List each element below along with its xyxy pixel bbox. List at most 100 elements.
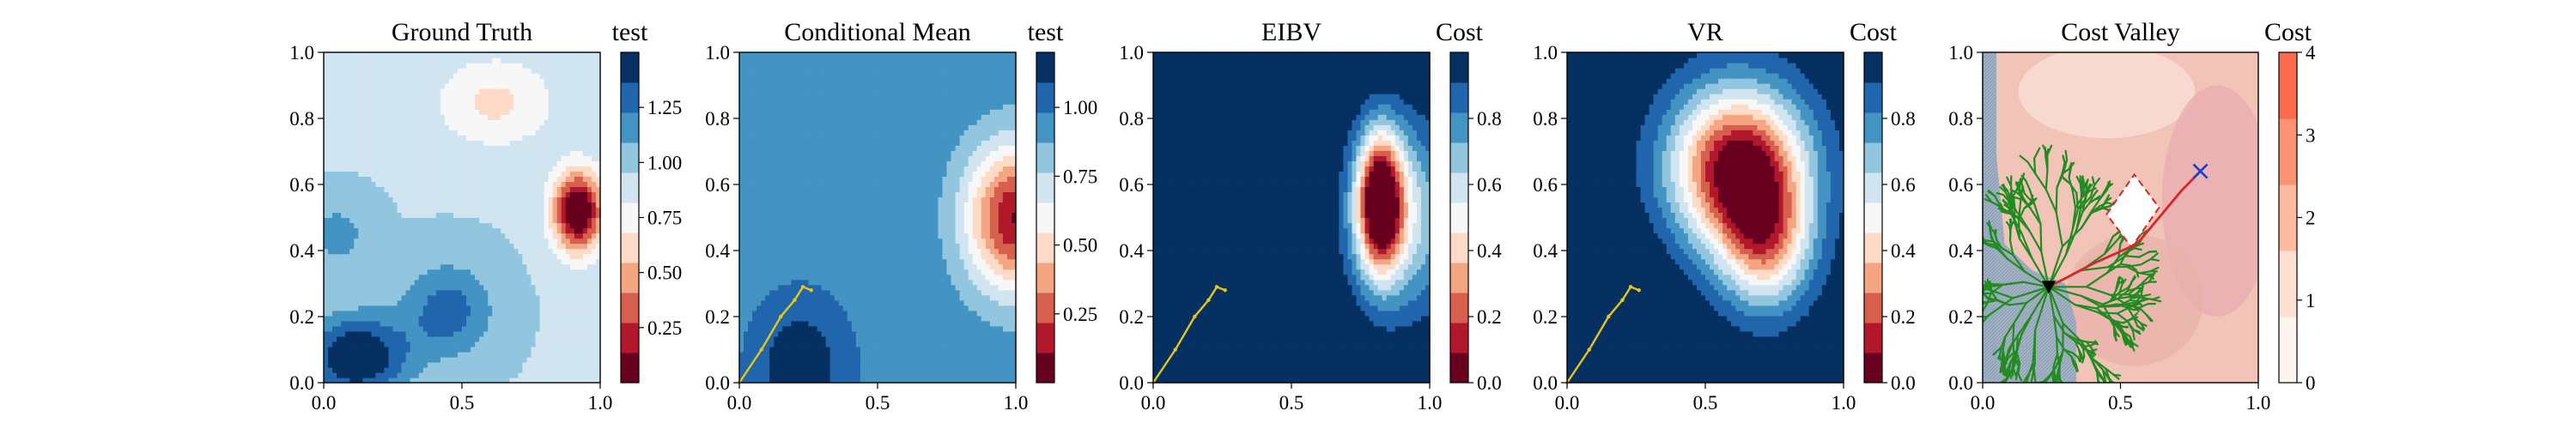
heatmap-cell [384,222,390,229]
heatmap-cell [444,284,450,291]
heatmap-cell [595,196,601,203]
heatmap-cell [586,248,592,255]
heatmap-cell [380,258,386,265]
heatmap-cell [431,279,437,286]
heatmap-cell [582,346,588,353]
heatmap-cell [392,191,398,198]
heatmap-cell [561,222,567,229]
heatmap-cell [435,253,441,260]
heatmap-cell [492,124,497,130]
heatmap-cell [427,135,433,141]
heatmap-cell [440,284,446,291]
heatmap-cell [582,222,588,229]
heatmap-cell [367,351,372,358]
heatmap-cell [561,274,567,281]
heatmap-cell [496,160,501,166]
heatmap-cell [431,335,437,342]
heatmap-cell [574,52,580,58]
heatmap-cell [492,315,497,322]
heatmap-cell [778,310,783,317]
heatmap-cell [384,305,390,311]
heatmap-cell [475,140,480,146]
heatmap-cell [349,227,355,234]
heatmap-cell [444,248,450,255]
heatmap-cell [569,109,575,115]
heatmap-cell [752,372,757,378]
heatmap-cell [526,160,532,166]
heatmap-cell [471,57,476,63]
heatmap-cell [388,109,394,115]
heatmap-cell [345,83,350,89]
heatmap-cell [375,186,381,193]
heatmap-cell [492,284,497,291]
heatmap-cell [332,145,337,151]
heatmap-cell [925,366,930,373]
heatmap-cell [993,366,999,373]
heatmap-cell [582,202,588,208]
heatmap-cell [531,119,537,125]
heatmap-cell [938,341,944,347]
heatmap-cell [380,135,386,141]
heatmap-cell [384,377,390,384]
heatmap-cell [479,130,484,136]
heatmap-cell [397,346,403,353]
heatmap-cell [375,196,381,203]
heatmap-cell [531,114,537,120]
heatmap-cell [586,279,592,286]
heatmap-cell [332,248,337,255]
heatmap-cell [799,356,805,363]
heatmap-cell [392,341,398,347]
heatmap-cell [405,68,411,74]
heatmap-cell [328,135,333,141]
heatmap-cell [963,361,969,368]
heatmap-cell [444,150,450,156]
heatmap-cell [392,114,398,120]
heatmap-cell [414,258,420,265]
heatmap-cell [488,217,493,224]
heatmap-cell [388,202,394,208]
heatmap-cell [405,258,411,265]
heatmap-cell [371,155,376,161]
heatmap-cell [362,248,368,255]
heatmap-cell [548,258,554,265]
heatmap-cell [752,325,757,332]
heatmap-cell [959,346,965,353]
heatmap-cell [513,130,519,136]
heatmap-cell [328,294,333,301]
heatmap-cell [328,305,333,311]
heatmap-cell [544,135,550,141]
heatmap-cell [578,361,584,368]
heatmap-cell [531,315,537,322]
heatmap-cell [422,130,428,136]
heatmap-cell [397,160,403,166]
heatmap-cell [392,186,398,193]
heatmap-cell [522,63,528,69]
heatmap-cell [531,294,537,301]
heatmap-cell [392,274,398,281]
heatmap-cell [505,243,510,250]
heatmap-cell [483,289,489,296]
heatmap-cell [552,243,558,250]
heatmap-cell [471,346,476,353]
heatmap-cell [488,155,493,161]
heatmap-cell [916,320,921,327]
heatmap-cell [483,114,489,120]
heatmap-cell [375,78,381,84]
heatmap-cell [462,346,467,353]
heatmap-cell [595,238,601,245]
heatmap-cell [535,315,541,322]
heatmap-cell [418,63,424,69]
heatmap-cell [380,191,386,198]
heatmap-cell [804,325,810,332]
heatmap-cell [337,191,342,198]
heatmap-cell [821,310,827,317]
heatmap-cell [855,361,861,368]
heatmap-cell [518,269,524,275]
heatmap-cell [791,310,797,317]
heatmap-cell [444,155,450,161]
heatmap-cell [401,207,407,214]
heatmap-cell [890,351,896,358]
heatmap-cell [371,289,376,296]
heatmap-cell [444,233,450,239]
heatmap-cell [440,305,446,311]
